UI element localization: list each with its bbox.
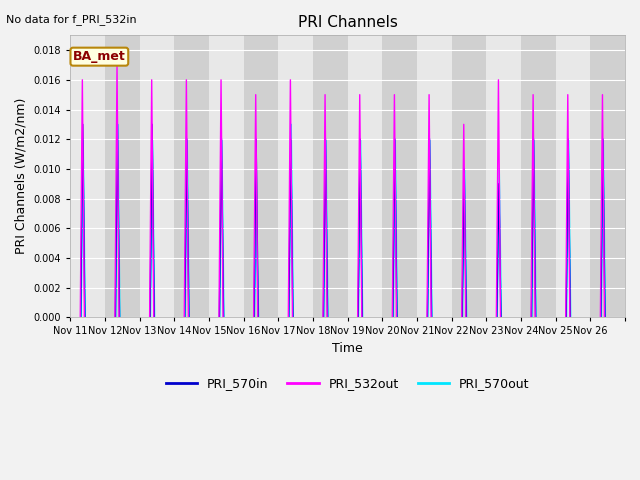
Bar (590, 36, 625, 317)
Bar (382, 36, 417, 317)
Bar (521, 36, 556, 317)
Bar (244, 36, 278, 317)
Title: PRI Channels: PRI Channels (298, 15, 397, 30)
Bar (174, 36, 209, 317)
Bar (313, 36, 348, 317)
Y-axis label: PRI Channels (W/m2/nm): PRI Channels (W/m2/nm) (15, 98, 28, 254)
Bar (105, 36, 140, 317)
Legend: PRI_570in, PRI_532out, PRI_570out: PRI_570in, PRI_532out, PRI_570out (161, 372, 534, 396)
Text: No data for f_PRI_532in: No data for f_PRI_532in (6, 13, 137, 24)
Bar (452, 36, 486, 317)
X-axis label: Time: Time (332, 342, 363, 355)
Text: BA_met: BA_met (73, 50, 125, 63)
